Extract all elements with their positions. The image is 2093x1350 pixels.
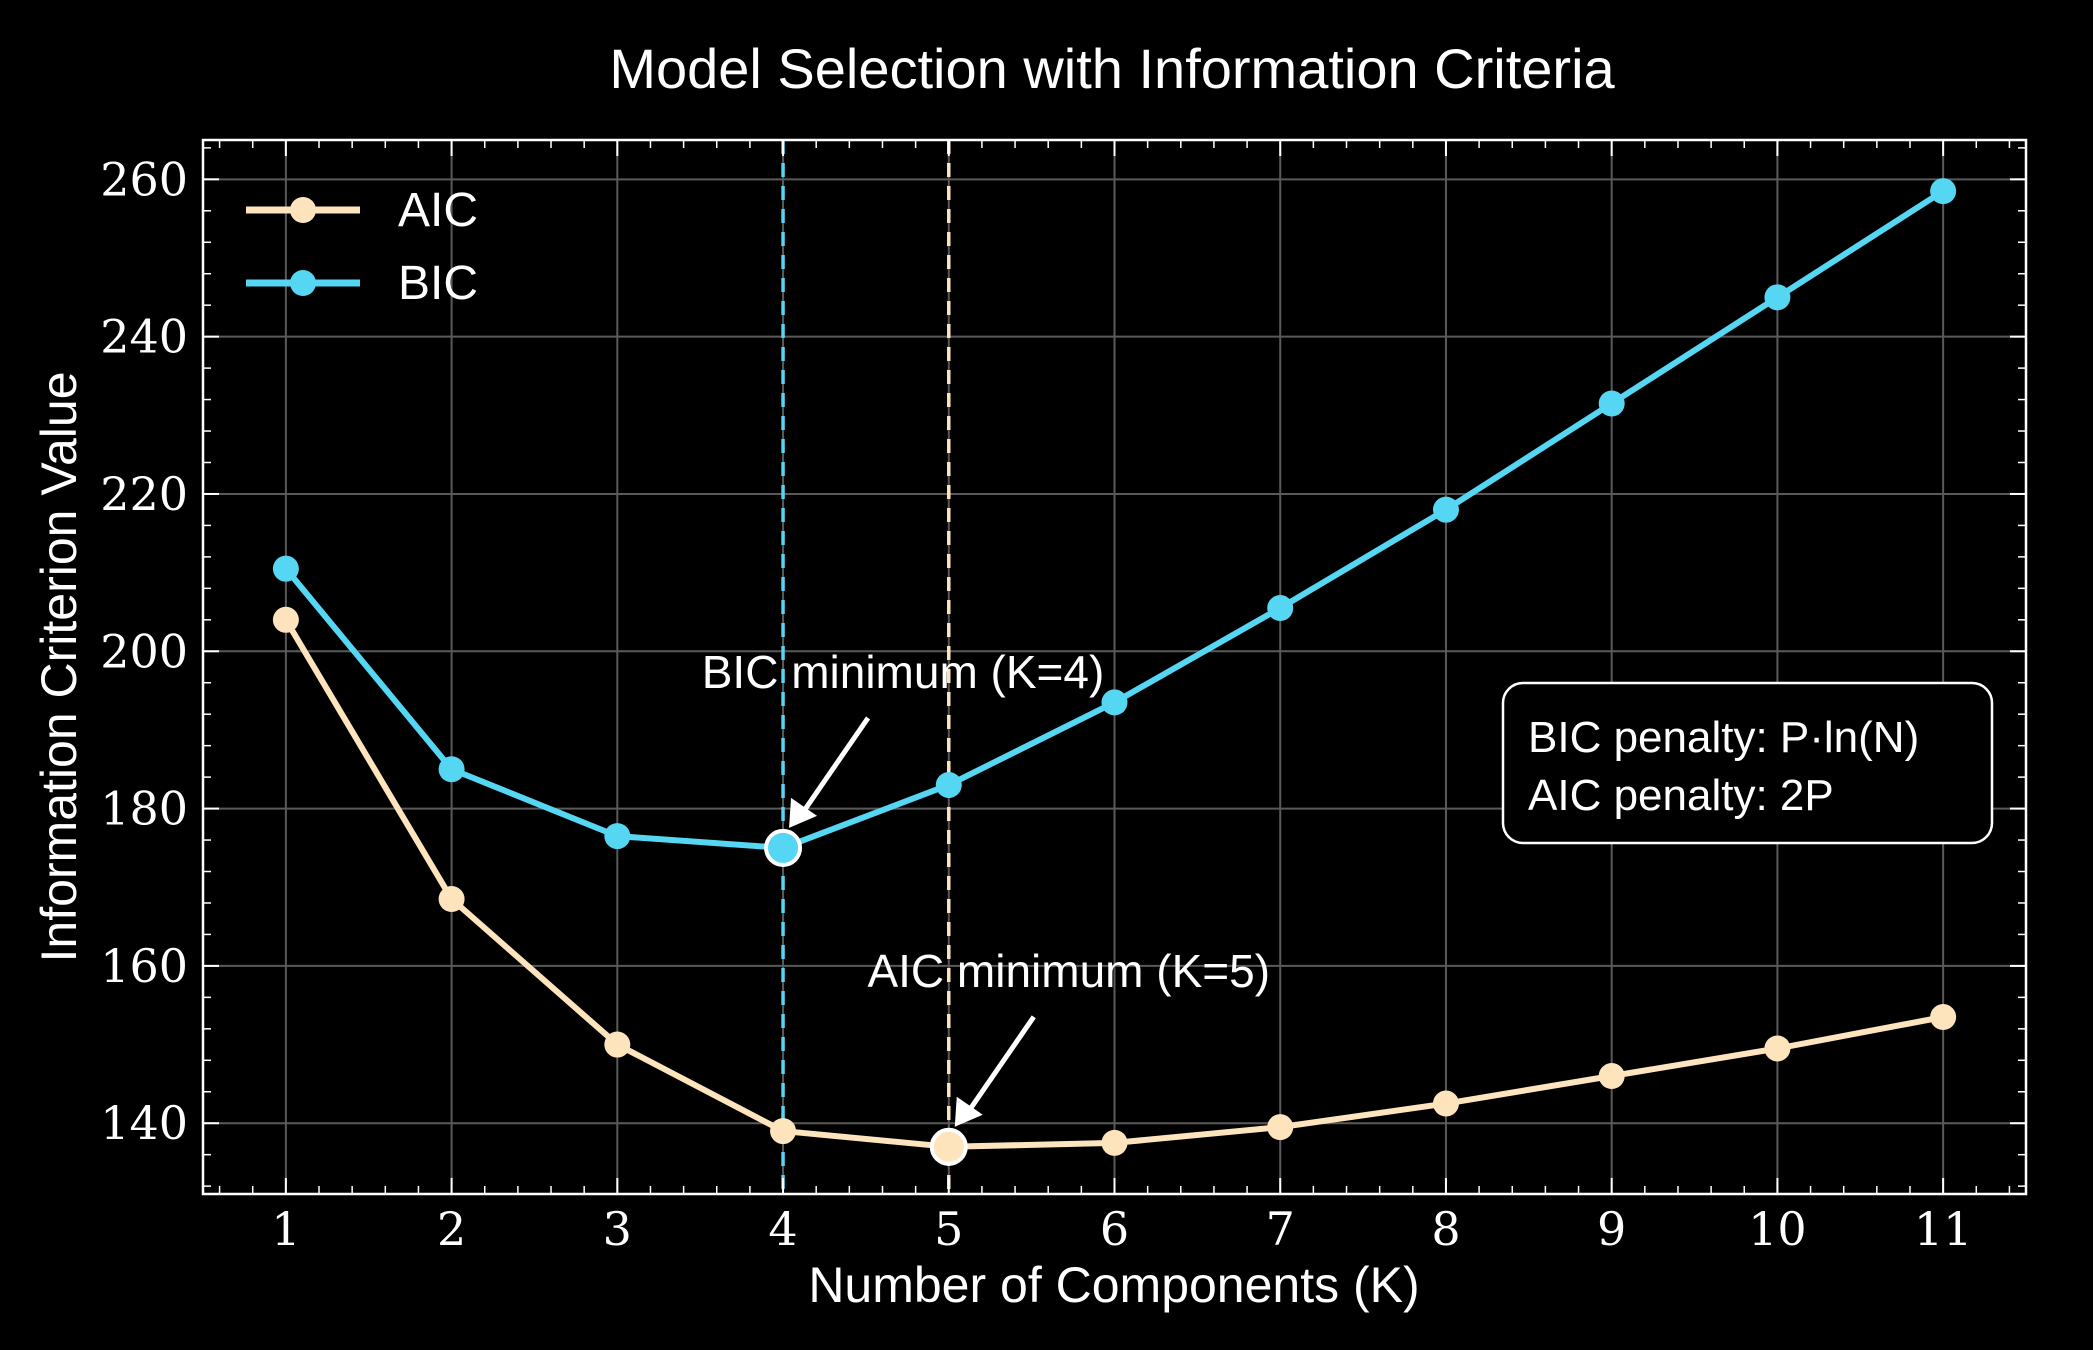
minimum-marker-bic	[764, 828, 803, 867]
annotation-arrow-bic	[794, 716, 871, 823]
x-tick-label: 3	[603, 1202, 632, 1256]
data-point-bic	[1930, 178, 1957, 205]
data-point-aic	[1598, 1063, 1625, 1090]
y-tick-label: 220	[100, 467, 188, 521]
legend: AIC BIC	[246, 184, 478, 310]
x-tick-label: 4	[768, 1202, 797, 1256]
tick-labels: 1 2 3 4 5 6 7 8 9 10 11 140 160 180 200 220 240 260	[100, 152, 1972, 1256]
legend-aic-label: AIC	[398, 184, 478, 237]
series	[272, 178, 1957, 1160]
data-point-bic	[438, 756, 465, 783]
chart-title: Model Selection with Information Criteri…	[609, 37, 1615, 100]
y-axis-label: Information Criterion Value	[31, 371, 87, 962]
x-tick-label: 8	[1431, 1202, 1460, 1256]
info-box-line-bic: BIC penalty: P·ln(N)	[1528, 713, 1919, 762]
annotations: BIC minimum (K=4) AIC minimum (K=5)	[702, 646, 1270, 1166]
annotation-label-bic: BIC minimum (K=4)	[702, 646, 1105, 698]
data-point-aic	[1432, 1090, 1459, 1117]
annotation-arrow-aic	[960, 1015, 1036, 1122]
data-point-aic	[770, 1118, 797, 1145]
data-point-bic	[1267, 595, 1294, 622]
data-point-aic	[604, 1031, 631, 1058]
minimum-marker-aic	[929, 1127, 968, 1166]
x-tick-label: 1	[271, 1202, 300, 1256]
legend-bic-label: BIC	[398, 257, 478, 310]
info-box-frame	[1501, 681, 1994, 845]
minimum-lines	[781, 140, 951, 1194]
y-tick-label: 240	[100, 310, 188, 364]
data-point-bic	[604, 823, 631, 850]
info-box: BIC penalty: P·ln(N) AIC penalty: 2P	[1501, 681, 1994, 845]
y-tick-label: 260	[100, 152, 188, 206]
plot-frame	[201, 138, 2028, 1196]
data-point-aic	[1764, 1035, 1791, 1062]
x-tick-label: 10	[1748, 1202, 1807, 1256]
x-tick-label: 9	[1597, 1202, 1626, 1256]
x-tick-label: 11	[1914, 1202, 1973, 1256]
data-point-bic	[935, 771, 962, 798]
data-point-aic	[272, 606, 299, 633]
y-tick-label: 180	[100, 782, 188, 836]
data-point-aic	[1101, 1129, 1128, 1156]
x-tick-label: 6	[1100, 1202, 1129, 1256]
x-tick-label: 2	[437, 1202, 466, 1256]
x-tick-label: 5	[934, 1202, 963, 1256]
x-tick-label: 7	[1266, 1202, 1295, 1256]
data-point-aic	[1267, 1114, 1294, 1141]
y-tick-label: 160	[100, 939, 188, 993]
annotation-arrowhead-bic	[789, 797, 818, 828]
data-point-bic	[1764, 284, 1791, 311]
data-point-bic	[1432, 496, 1459, 523]
annotation-arrowhead-aic	[954, 1096, 983, 1127]
x-axis-label: Number of Components (K)	[808, 1257, 1419, 1313]
annotation-label-aic: AIC minimum (K=5)	[867, 945, 1270, 997]
info-box-line-aic: AIC penalty: 2P	[1528, 771, 1834, 820]
data-point-bic	[1598, 390, 1625, 417]
data-point-aic	[1930, 1004, 1957, 1031]
data-point-bic	[272, 555, 299, 582]
data-point-aic	[438, 886, 465, 913]
legend-bic-marker	[290, 270, 316, 296]
y-tick-label: 200	[100, 624, 188, 678]
legend-aic-marker	[290, 197, 316, 223]
ticks	[203, 140, 2026, 1194]
y-tick-label: 140	[100, 1096, 188, 1150]
data-point-bic	[1101, 689, 1128, 716]
